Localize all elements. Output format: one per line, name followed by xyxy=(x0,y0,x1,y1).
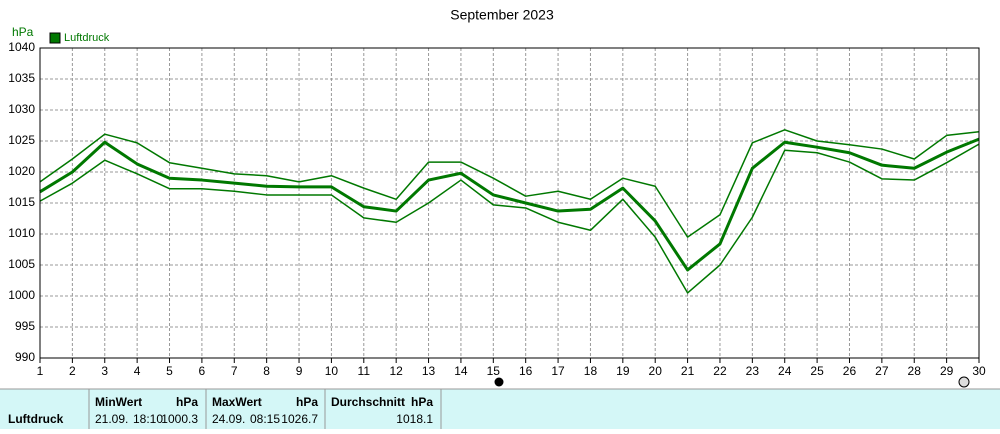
x-tick-label: 14 xyxy=(454,364,468,378)
x-tick-label: 20 xyxy=(649,364,663,378)
x-tick-label: 8 xyxy=(263,364,270,378)
table-time: 08:15 xyxy=(250,412,280,426)
x-tick-label: 17 xyxy=(551,364,565,378)
max-line xyxy=(39,129,980,238)
table-unit: hPa xyxy=(176,395,198,409)
x-tick-label: 15 xyxy=(487,364,501,378)
x-tick-label: 4 xyxy=(134,364,141,378)
x-tick-label: 28 xyxy=(908,364,922,378)
y-tick-label: 990 xyxy=(15,350,35,364)
x-tick-label: 29 xyxy=(940,364,954,378)
min-line xyxy=(39,143,980,294)
y-tick-label: 1035 xyxy=(8,71,35,85)
y-tick-label: 1015 xyxy=(8,195,35,209)
legend-swatch xyxy=(49,32,61,44)
table-time: 18:10 xyxy=(133,412,163,426)
table-date: 21.09. xyxy=(95,412,128,426)
marker-icon xyxy=(958,376,970,388)
table-value: 1000.3 xyxy=(161,412,198,426)
y-tick-label: 1025 xyxy=(8,133,35,147)
table-value: 1018.1 xyxy=(396,412,433,426)
x-tick-label: 30 xyxy=(972,364,986,378)
x-tick-label: 5 xyxy=(166,364,173,378)
y-tick-label: 995 xyxy=(15,319,35,333)
x-tick-label: 23 xyxy=(746,364,760,378)
x-tick-label: 3 xyxy=(101,364,108,378)
table-row-label: Luftdruck xyxy=(8,412,64,426)
x-tick-label: 7 xyxy=(231,364,238,378)
x-tick-label: 24 xyxy=(778,364,792,378)
x-tick-label: 10 xyxy=(325,364,339,378)
x-tick-label: 9 xyxy=(296,364,303,378)
table-header: MaxWert xyxy=(212,395,262,409)
x-tick-label: 21 xyxy=(681,364,695,378)
y-tick-label: 1005 xyxy=(8,257,35,271)
y-tick-label: 1020 xyxy=(8,164,35,178)
table-header: MinWert xyxy=(95,395,142,409)
x-tick-label: 11 xyxy=(358,364,371,378)
x-tick-label: 2 xyxy=(69,364,76,378)
line xyxy=(39,137,980,272)
y-tick-label: 1010 xyxy=(8,226,35,240)
x-tick-label: 19 xyxy=(616,364,630,378)
x-tick-label: 26 xyxy=(843,364,857,378)
y-tick-label: 1000 xyxy=(8,288,35,302)
x-tick-label: 22 xyxy=(713,364,727,378)
table-date: 24.09. xyxy=(212,412,245,426)
x-tick-label: 6 xyxy=(199,364,206,378)
marker-icon xyxy=(494,377,504,387)
chart-title: September 2023 xyxy=(450,7,554,23)
x-tick-label: 25 xyxy=(810,364,824,378)
x-tick-label: 16 xyxy=(519,364,533,378)
plot-frame xyxy=(39,47,980,359)
x-tick-label: 12 xyxy=(389,364,403,378)
legend-label: Luftdruck xyxy=(64,32,110,44)
x-tick-label: 27 xyxy=(875,364,889,378)
table-unit: hPa xyxy=(411,395,433,409)
table-bg xyxy=(0,389,1000,429)
table-unit: hPa xyxy=(296,395,318,409)
x-tick-label: 13 xyxy=(422,364,436,378)
x-tick-label: 18 xyxy=(584,364,598,378)
x-tick-label: 1 xyxy=(37,364,44,378)
table-value: 1026.7 xyxy=(281,412,318,426)
y-axis-label: hPa xyxy=(12,25,34,39)
y-tick-label: 1030 xyxy=(8,102,35,116)
y-tick-label: 1040 xyxy=(8,40,35,54)
table-header: Durchschnitt xyxy=(331,395,405,409)
